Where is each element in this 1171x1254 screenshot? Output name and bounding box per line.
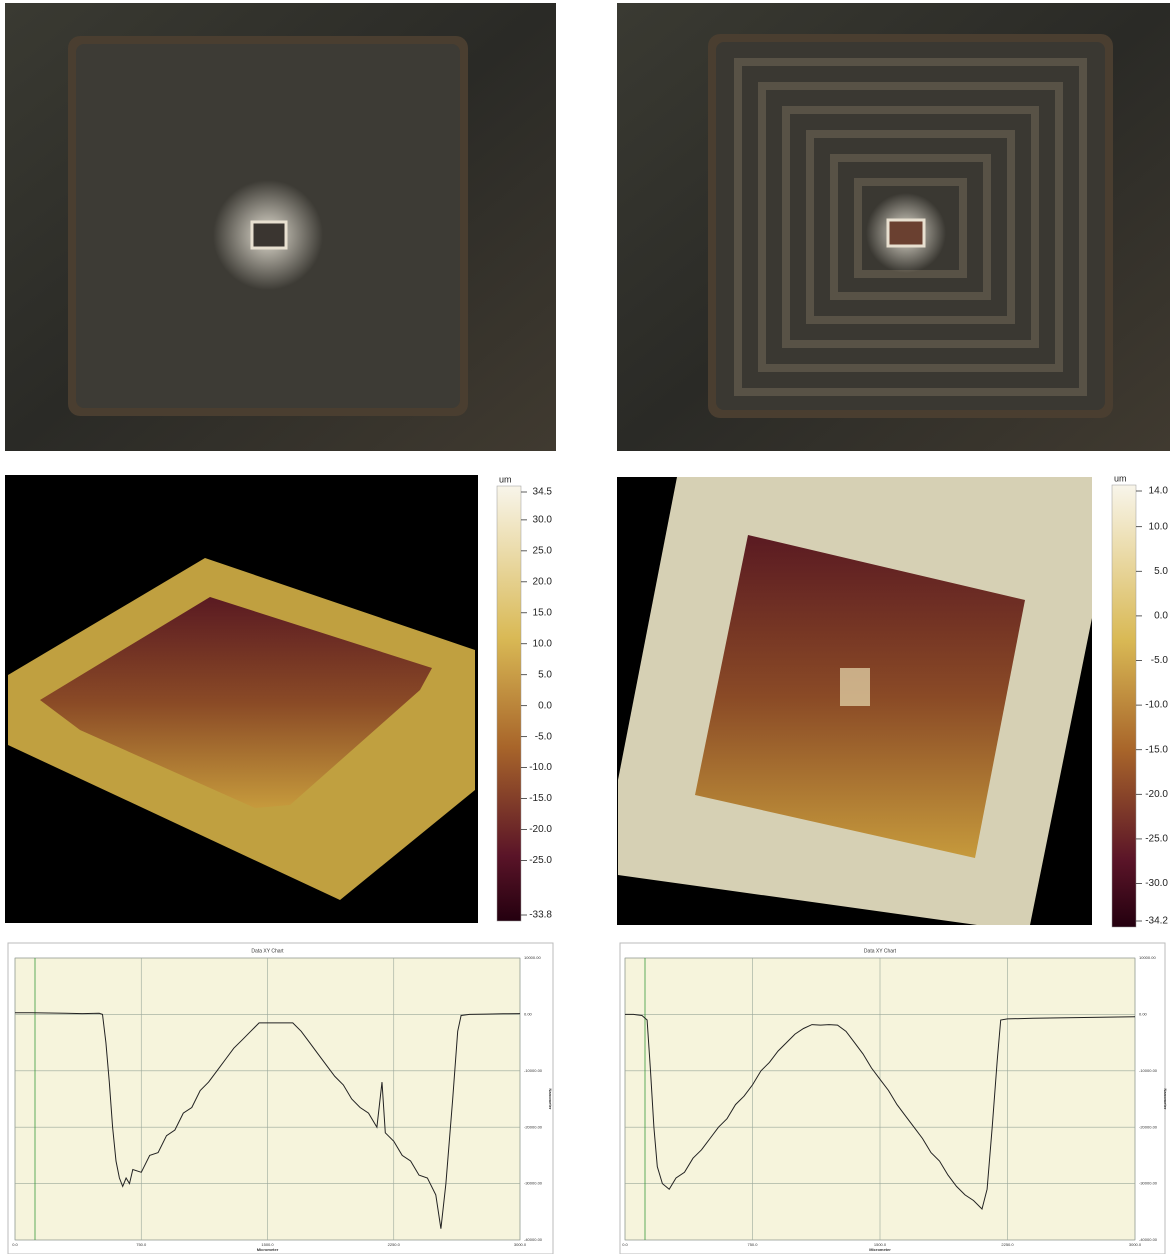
x-tick-label: 2250.0	[388, 1242, 401, 1247]
colorbar-tick-label: 25.0	[533, 545, 553, 556]
colorbar-tick-label: -20.0	[529, 824, 552, 835]
colorbar-tick-label: 5.0	[1154, 566, 1168, 577]
x-tick-label: 0.0	[622, 1242, 628, 1247]
colorbar-tick-label: 20.0	[533, 576, 553, 587]
photo	[617, 3, 1170, 451]
colorbar-tick-label: -15.0	[1145, 744, 1168, 755]
colorbar-tick-label: 0.0	[1154, 611, 1168, 622]
x-tick-label: 750.0	[747, 1242, 758, 1247]
y-tick-label: 10000.00	[1139, 955, 1156, 960]
x-tick-label: 750.0	[136, 1242, 147, 1247]
chart-title: Data XY Chart	[251, 948, 284, 954]
colorbar-tick-label: 10.0	[533, 638, 553, 649]
colorbar-tick-label: 15.0	[533, 607, 553, 618]
colorbar	[496, 485, 522, 922]
colorbar-tick-label: -5.0	[1151, 655, 1169, 666]
colorbar-tick-label: -25.0	[1145, 834, 1168, 845]
y-tick-label: -10000.00	[524, 1068, 543, 1073]
photo	[5, 3, 556, 451]
colorbar-tick-label: 34.5	[533, 487, 553, 498]
colorbar-tick-label: 10.0	[1149, 521, 1169, 532]
y-axis-label: Nanometer	[1163, 1089, 1168, 1110]
colorbar-tick-label: -25.0	[529, 855, 552, 866]
x-tick-label: 1500.0	[261, 1242, 274, 1247]
colorbar-tick-label: -5.0	[535, 731, 553, 742]
y-tick-label: -30000.00	[1139, 1181, 1158, 1186]
y-axis-label: Nanometer	[548, 1089, 553, 1110]
x-tick-label: 1500.0	[874, 1242, 887, 1247]
y-tick-label: -30000.00	[524, 1181, 543, 1186]
y-tick-label: -40000.00	[1139, 1237, 1158, 1242]
y-tick-label: 0.00	[1139, 1011, 1148, 1016]
y-tick-label: -40000.00	[524, 1237, 543, 1242]
y-tick-label: 10000.00	[524, 955, 541, 960]
colorbar-tick-label: 5.0	[538, 669, 552, 680]
profile-line	[625, 1013, 1136, 1210]
colorbar-tick-label: 0.0	[538, 700, 552, 711]
surface-render	[5, 475, 478, 923]
y-tick-label: -10000.00	[1139, 1068, 1158, 1073]
colorbar-unit: um	[1114, 473, 1127, 483]
profile-line	[15, 1012, 521, 1229]
x-tick-label: 0.0	[12, 1242, 18, 1247]
x-axis-label: Micrometer	[257, 1247, 279, 1252]
colorbar-tick-label: 30.0	[533, 515, 553, 526]
colorbar-unit: um	[499, 474, 512, 484]
colorbar-tick-label: -20.0	[1145, 789, 1168, 800]
x-tick-label: 2250.0	[1001, 1242, 1014, 1247]
surface-render	[617, 477, 1092, 925]
colorbar-tick-label: -30.0	[1145, 878, 1168, 889]
colorbar-tick-label: -10.0	[529, 762, 552, 773]
colorbar-tick-label: -33.8	[529, 910, 552, 921]
y-tick-label: -20000.00	[1139, 1124, 1158, 1129]
y-tick-label: 0.00	[524, 1011, 533, 1016]
colorbar	[1111, 484, 1137, 928]
colorbar-tick-label: -34.2	[1145, 916, 1168, 927]
y-tick-label: -20000.00	[524, 1124, 543, 1129]
colorbar-tick-label: -10.0	[1145, 700, 1168, 711]
chart-title: Data XY Chart	[864, 948, 897, 954]
x-tick-label: 3000.0	[1129, 1242, 1142, 1247]
colorbar-tick-label: -15.0	[529, 793, 552, 804]
colorbar-tick-label: 14.0	[1149, 486, 1169, 497]
x-axis-label: Micrometer	[869, 1247, 891, 1252]
x-tick-label: 3000.0	[514, 1242, 527, 1247]
